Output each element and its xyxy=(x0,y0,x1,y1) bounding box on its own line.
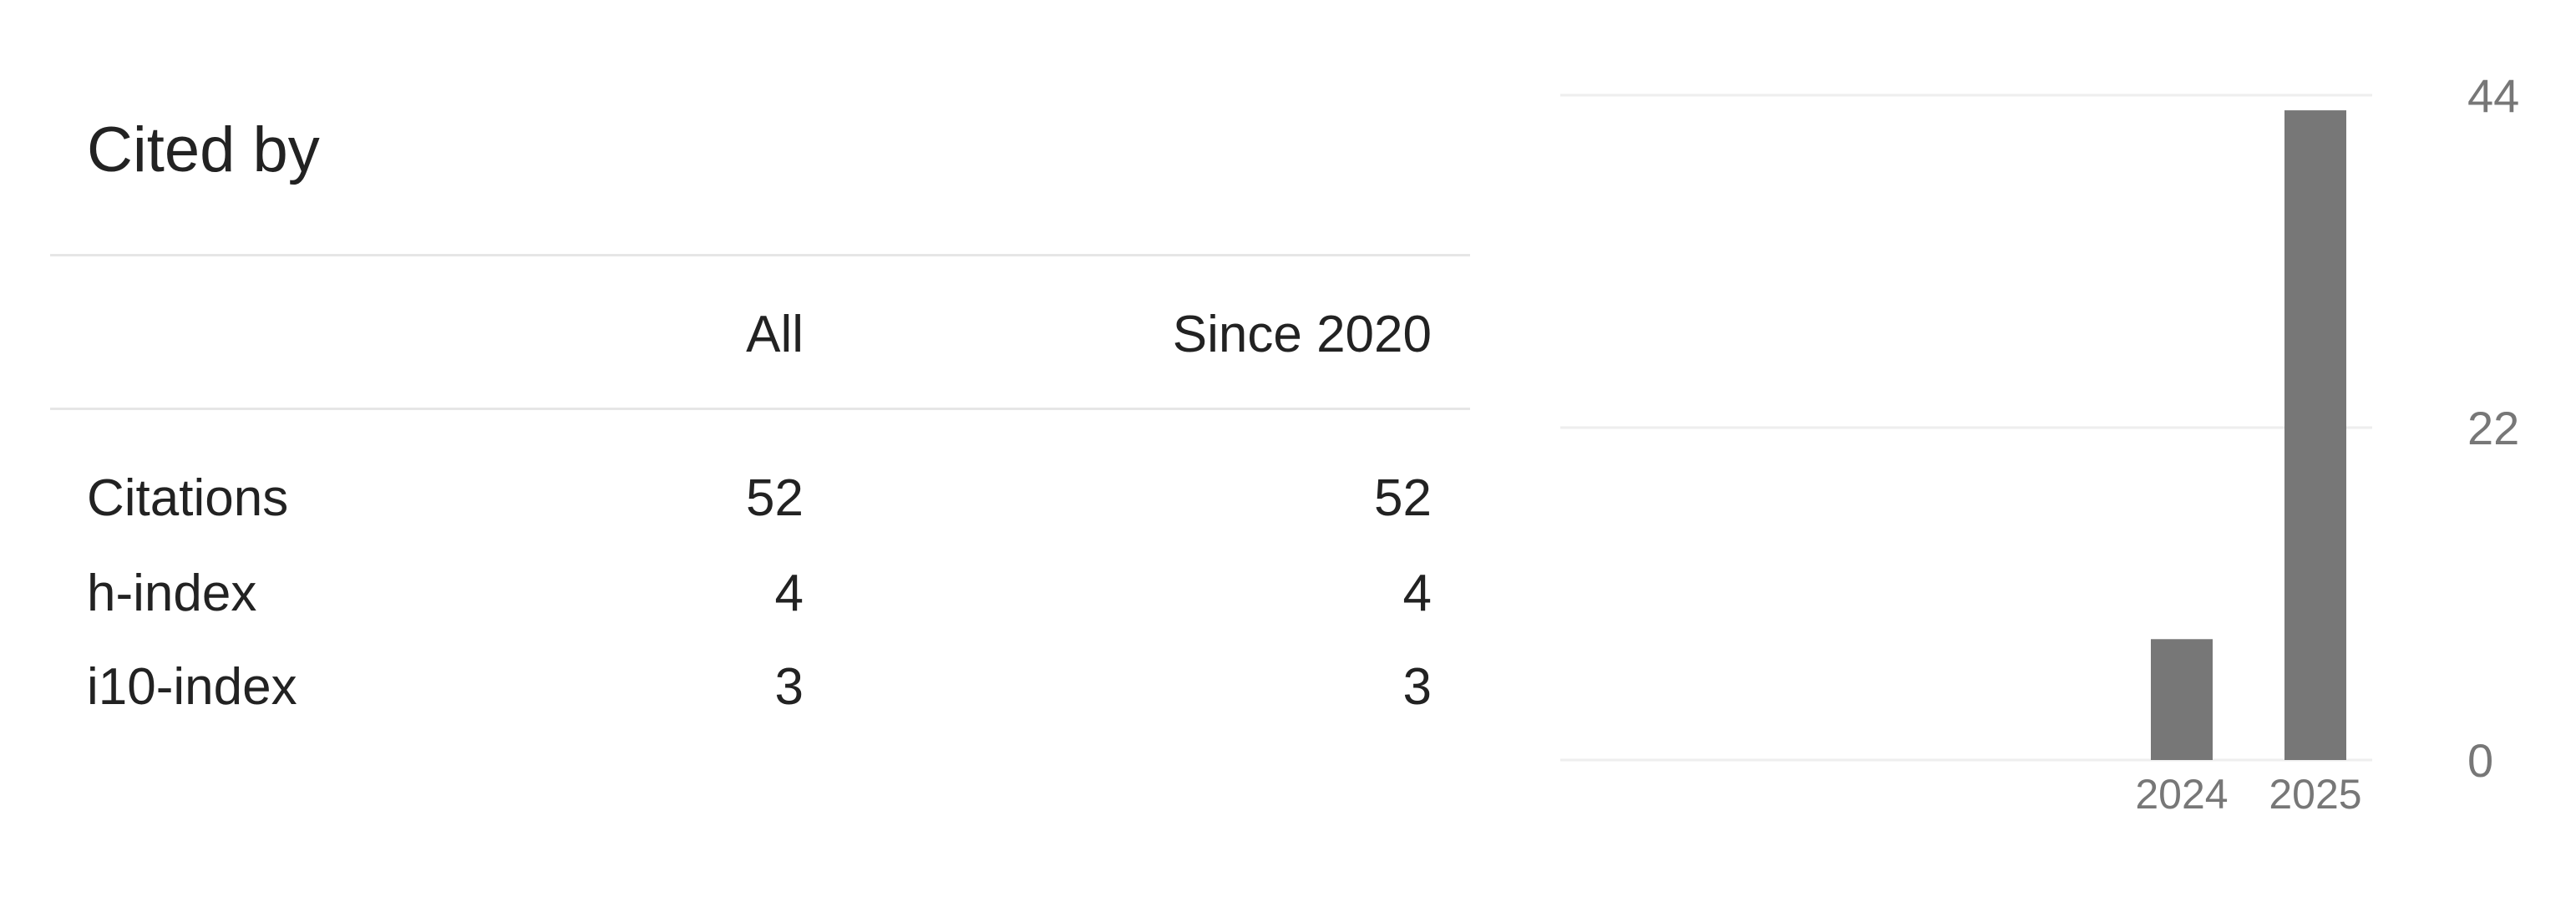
h-index-since-value: 4 xyxy=(1402,565,1432,622)
x-category-label-2025[interactable]: 2025 xyxy=(2269,771,2361,818)
bar-2024[interactable] xyxy=(2151,639,2213,760)
table-divider-top xyxy=(50,254,1470,256)
bar-2025[interactable] xyxy=(2284,110,2346,760)
citations-all-value: 52 xyxy=(746,469,804,527)
column-header-all: All xyxy=(746,306,804,363)
y-tick-label-22: 22 xyxy=(2467,402,2519,454)
i10-index-since-value: 3 xyxy=(1402,658,1432,716)
table-divider-header xyxy=(50,408,1470,410)
i10-index-all-value: 3 xyxy=(774,658,804,716)
y-tick-label-44: 44 xyxy=(2467,69,2519,122)
row-label-citations[interactable]: Citations xyxy=(87,469,289,527)
row-label-i10-index[interactable]: i10-index xyxy=(87,658,297,716)
h-index-all-value: 4 xyxy=(774,565,804,622)
row-label-h-index[interactable]: h-index xyxy=(87,565,257,622)
citations-since-value: 52 xyxy=(1374,469,1432,527)
y-tick-label-0: 0 xyxy=(2467,734,2493,787)
cited-by-title: Cited by xyxy=(87,114,320,185)
column-header-since: Since 2020 xyxy=(1172,306,1432,363)
x-category-label-2024[interactable]: 2024 xyxy=(2135,771,2228,818)
